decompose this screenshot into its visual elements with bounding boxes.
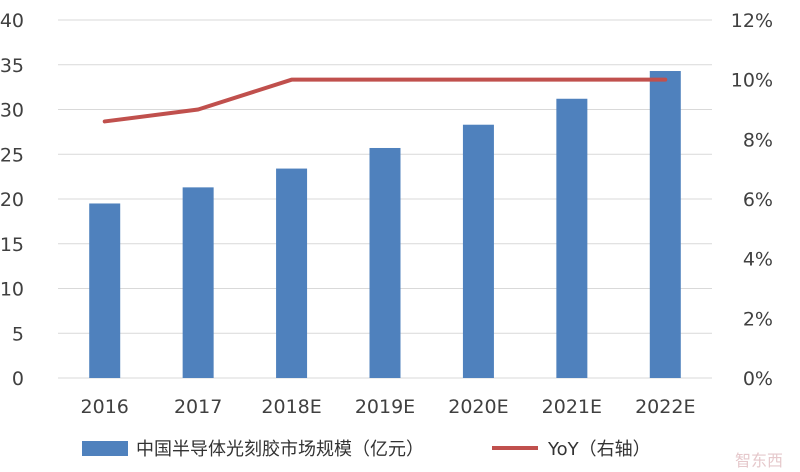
right-axis: 0% 2% 4% 6% 8% 10% 12% <box>731 10 773 390</box>
bar <box>89 203 121 378</box>
bar-series <box>89 71 681 378</box>
watermark: 智东西 <box>735 451 783 470</box>
right-tick-label: 10% <box>731 70 773 92</box>
right-tick-label: 4% <box>743 249 773 271</box>
bar <box>649 71 681 378</box>
left-tick-label: 0 <box>12 368 24 390</box>
line-series <box>102 77 668 124</box>
right-tick-label: 0% <box>743 368 773 390</box>
bar <box>556 98 588 378</box>
x-tick-label: 2016 <box>81 396 129 418</box>
right-tick-label: 2% <box>743 308 773 330</box>
left-tick-label: 40 <box>0 10 24 32</box>
right-tick-label: 6% <box>743 189 773 211</box>
x-tick-label: 2022E <box>635 396 695 418</box>
legend-label-line: YoY（右轴） <box>547 439 651 460</box>
left-tick-label: 5 <box>12 323 24 345</box>
left-tick-label: 15 <box>0 234 24 256</box>
left-tick-label: 10 <box>0 279 24 301</box>
right-tick-label: 8% <box>743 129 773 151</box>
legend: 中国半导体光刻胶市场规模（亿元） YoY（右轴） <box>82 439 651 460</box>
x-tick-label: 2020E <box>448 396 508 418</box>
right-tick-label: 12% <box>731 10 773 32</box>
left-tick-label: 20 <box>0 189 24 211</box>
bar <box>182 187 214 378</box>
bar <box>462 124 494 378</box>
x-tick-label: 2021E <box>542 396 602 418</box>
left-axis: 0 5 10 15 20 25 30 35 40 <box>0 10 24 390</box>
bar <box>276 168 308 378</box>
yoy-line <box>102 77 668 124</box>
left-tick-label: 25 <box>0 144 24 166</box>
x-tick-label: 2018E <box>261 396 321 418</box>
left-tick-label: 30 <box>0 100 24 122</box>
x-tick-label: 2017 <box>174 396 222 418</box>
x-axis: 2016 2017 2018E 2019E 2020E 2021E 2022E <box>81 396 696 418</box>
x-tick-label: 2019E <box>355 396 415 418</box>
left-tick-label: 35 <box>0 55 24 77</box>
legend-swatch-bar <box>82 441 128 456</box>
legend-label-bar: 中国半导体光刻胶市场规模（亿元） <box>136 439 424 460</box>
bar <box>369 147 401 378</box>
